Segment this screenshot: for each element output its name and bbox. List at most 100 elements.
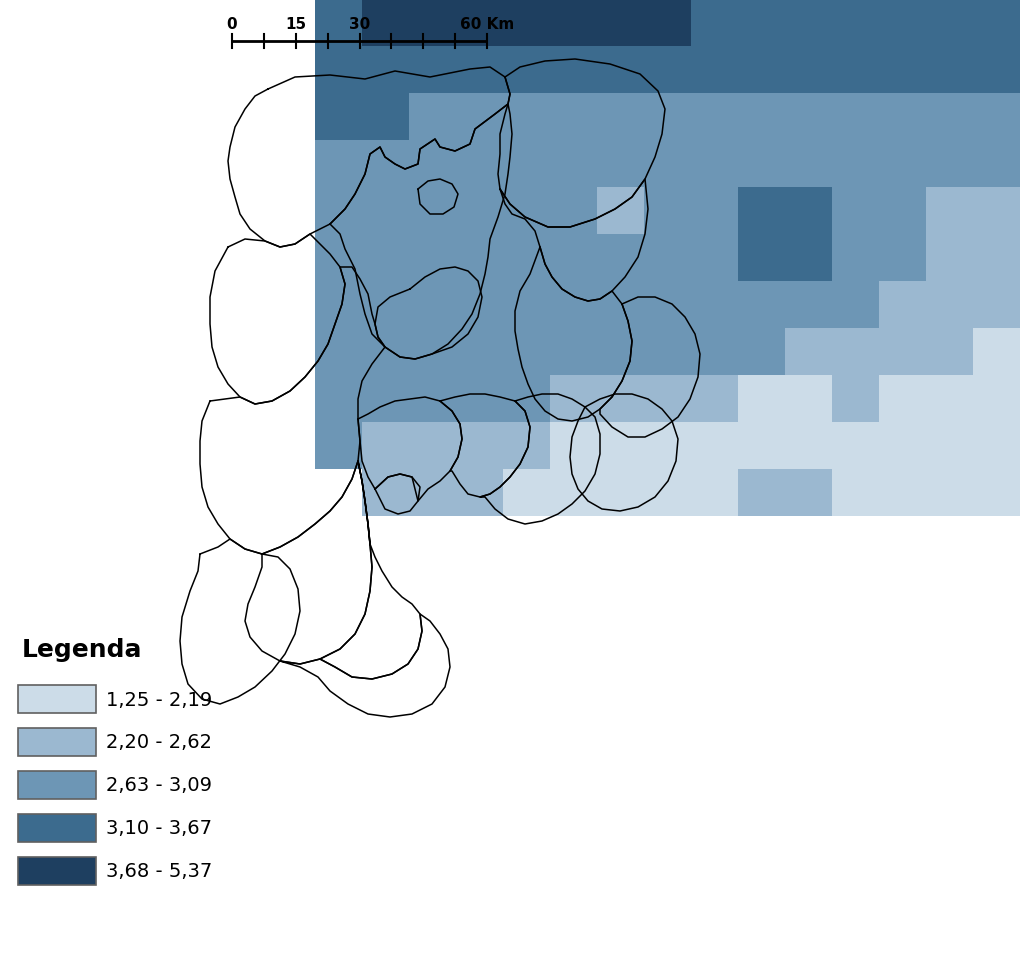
- Bar: [503, 188, 550, 234]
- Bar: [691, 376, 738, 422]
- Bar: [18, 685, 96, 713]
- Bar: [644, 422, 691, 470]
- Bar: [879, 328, 926, 376]
- Bar: [926, 0, 973, 47]
- Bar: [973, 376, 1020, 422]
- Bar: [738, 376, 785, 422]
- Bar: [973, 470, 1020, 516]
- Bar: [973, 47, 1020, 94]
- Bar: [832, 234, 879, 282]
- Bar: [503, 376, 550, 422]
- Bar: [597, 328, 644, 376]
- Bar: [691, 422, 738, 470]
- Bar: [362, 422, 409, 470]
- Bar: [926, 328, 973, 376]
- Bar: [550, 282, 597, 328]
- Bar: [832, 282, 879, 328]
- Bar: [879, 47, 926, 94]
- Bar: [597, 282, 644, 328]
- Bar: [832, 94, 879, 141]
- Text: 1,25 - 2,19: 1,25 - 2,19: [106, 690, 213, 708]
- Bar: [362, 282, 409, 328]
- Bar: [926, 234, 973, 282]
- Bar: [409, 94, 456, 141]
- Text: 60 Km: 60 Km: [460, 17, 514, 32]
- Bar: [879, 376, 926, 422]
- Bar: [785, 94, 832, 141]
- Bar: [456, 328, 503, 376]
- Bar: [691, 234, 738, 282]
- Text: 30: 30: [349, 17, 370, 32]
- Bar: [550, 0, 597, 47]
- Bar: [644, 188, 691, 234]
- Bar: [785, 376, 832, 422]
- Bar: [315, 188, 362, 234]
- Bar: [832, 376, 879, 422]
- Bar: [973, 422, 1020, 470]
- Bar: [597, 47, 644, 94]
- Bar: [785, 47, 832, 94]
- Bar: [503, 422, 550, 470]
- Bar: [738, 234, 785, 282]
- Bar: [315, 47, 362, 94]
- Bar: [785, 470, 832, 516]
- Bar: [644, 470, 691, 516]
- Bar: [926, 94, 973, 141]
- Text: 3,10 - 3,67: 3,10 - 3,67: [106, 819, 212, 837]
- Bar: [832, 141, 879, 188]
- Bar: [550, 422, 597, 470]
- Bar: [503, 94, 550, 141]
- Bar: [597, 0, 644, 47]
- Bar: [691, 47, 738, 94]
- Bar: [503, 0, 550, 47]
- Bar: [456, 47, 503, 94]
- Bar: [456, 376, 503, 422]
- Bar: [879, 470, 926, 516]
- Bar: [409, 282, 456, 328]
- Bar: [362, 47, 409, 94]
- Bar: [973, 94, 1020, 141]
- Bar: [550, 94, 597, 141]
- Bar: [926, 422, 973, 470]
- Bar: [362, 141, 409, 188]
- Bar: [973, 282, 1020, 328]
- Bar: [456, 422, 503, 470]
- Bar: [362, 0, 409, 47]
- Bar: [644, 376, 691, 422]
- Bar: [409, 234, 456, 282]
- Bar: [832, 188, 879, 234]
- Bar: [503, 141, 550, 188]
- Bar: [409, 422, 456, 470]
- Bar: [785, 188, 832, 234]
- Bar: [597, 141, 644, 188]
- Bar: [644, 328, 691, 376]
- Bar: [409, 376, 456, 422]
- Bar: [597, 188, 644, 234]
- Text: 3,68 - 5,37: 3,68 - 5,37: [106, 861, 213, 881]
- Bar: [973, 188, 1020, 234]
- Bar: [879, 422, 926, 470]
- Bar: [738, 94, 785, 141]
- Bar: [18, 858, 96, 885]
- Bar: [409, 141, 456, 188]
- Bar: [550, 234, 597, 282]
- Bar: [18, 729, 96, 756]
- Bar: [738, 47, 785, 94]
- Bar: [503, 282, 550, 328]
- Bar: [832, 422, 879, 470]
- Bar: [456, 470, 503, 516]
- Bar: [785, 422, 832, 470]
- Bar: [691, 188, 738, 234]
- Bar: [315, 328, 362, 376]
- Bar: [409, 188, 456, 234]
- Bar: [315, 94, 362, 141]
- Bar: [738, 141, 785, 188]
- Bar: [18, 814, 96, 842]
- Bar: [315, 141, 362, 188]
- Bar: [362, 94, 409, 141]
- Bar: [691, 141, 738, 188]
- Bar: [550, 141, 597, 188]
- Bar: [691, 282, 738, 328]
- Bar: [738, 422, 785, 470]
- Bar: [550, 188, 597, 234]
